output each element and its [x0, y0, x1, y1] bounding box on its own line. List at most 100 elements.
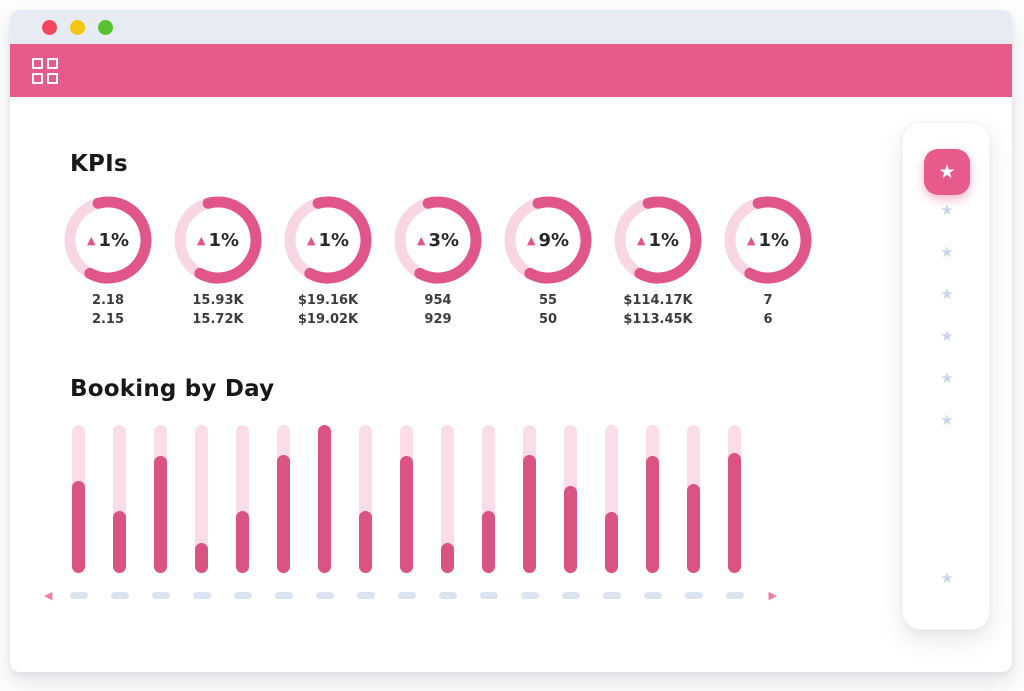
bar-column[interactable]: [632, 425, 673, 573]
bar-track: [605, 425, 618, 573]
traffic-light-minimize[interactable]: [70, 19, 85, 35]
traffic-light-close[interactable]: [42, 19, 57, 35]
bar-column[interactable]: [386, 425, 427, 573]
bar-fill: [195, 543, 208, 573]
bar-track: [523, 425, 536, 573]
window-titlebar: [10, 10, 1012, 44]
bar-column[interactable]: [550, 425, 591, 573]
bar-fill: [646, 456, 659, 573]
kpi-previous-value: 15.72K: [192, 311, 244, 327]
axis-tick-placeholder: [479, 591, 498, 599]
bar-fill: [318, 425, 331, 573]
kpi-donut: ▲ 9%: [504, 196, 592, 284]
bar-column[interactable]: [263, 425, 304, 573]
kpi-donut: ▲ 1%: [724, 196, 812, 284]
kpi-gauge[interactable]: ▲ 1% $19.16K $19.02K: [273, 196, 383, 330]
delta-up-triangle-icon: ▲: [306, 233, 316, 247]
axis-tick-placeholder: [684, 591, 703, 599]
sidebar-item-star[interactable]: ★: [940, 243, 954, 261]
kpi-current-value: 954: [424, 293, 452, 308]
kpi-previous-value: 6: [763, 311, 773, 327]
bar-column[interactable]: [181, 425, 222, 573]
delta-up-triangle-icon: ▲: [86, 233, 96, 247]
chart-prev-arrow[interactable]: ◀: [44, 588, 53, 602]
kpi-donut: ▲ 1%: [64, 196, 152, 284]
kpi-previous-value: 929: [424, 311, 452, 327]
axis-tick-placeholder: [151, 591, 170, 599]
axis-tick-placeholder: [520, 591, 539, 599]
axis-tick-placeholder: [356, 591, 375, 599]
bar-fill: [728, 453, 741, 573]
sidebar-item-star[interactable]: ★: [940, 411, 954, 429]
bar-column[interactable]: [304, 425, 345, 573]
app-header: [10, 44, 1012, 97]
bar-fill: [523, 455, 536, 573]
traffic-light-maximize[interactable]: [98, 19, 113, 35]
kpi-current-value: 7: [763, 293, 773, 308]
bar-column[interactable]: [58, 425, 99, 573]
sidebar-item-star[interactable]: ★: [940, 201, 954, 219]
kpi-delta-percent: 3%: [428, 229, 460, 251]
kpi-delta-percent: 1%: [98, 229, 130, 251]
kpi-delta-percent: 9%: [538, 229, 570, 251]
sidebar-item-star[interactable]: ★: [940, 285, 954, 303]
sidebar-item-star-bottom[interactable]: ★: [940, 569, 954, 587]
bar-column[interactable]: [345, 425, 386, 573]
kpi-delta-percent: 1%: [318, 229, 350, 251]
bar-column[interactable]: [222, 425, 263, 573]
bar-track: [687, 425, 700, 573]
bar-series: [58, 425, 755, 573]
bar-track: [195, 425, 208, 573]
axis-tick-placeholder: [110, 591, 129, 599]
bar-track: [646, 425, 659, 573]
bar-track: [236, 425, 249, 573]
kpi-donut: ▲ 1%: [174, 196, 262, 284]
bar-fill: [400, 456, 413, 573]
kpi-gauge[interactable]: ▲ 1% $114.17K $113.45K: [603, 196, 713, 330]
bar-track: [154, 425, 167, 573]
sidebar-item-star[interactable]: ★: [940, 327, 954, 345]
donut-ring: [174, 196, 262, 284]
delta-up-triangle-icon: ▲: [196, 233, 206, 247]
kpi-delta-percent: 1%: [648, 229, 680, 251]
kpi-current-value: 55: [538, 293, 558, 308]
bar-track: [441, 425, 454, 573]
kpi-current-value: 2.18: [91, 293, 125, 308]
axis-tick-placeholder: [397, 591, 416, 599]
axis-tick-placeholder: [438, 591, 457, 599]
sidebar-item-active-star[interactable]: ★: [924, 149, 970, 195]
bar-track: [564, 425, 577, 573]
bar-column[interactable]: [509, 425, 550, 573]
bar-column[interactable]: [140, 425, 181, 573]
kpi-previous-value: 50: [538, 311, 558, 327]
bar-column[interactable]: [714, 425, 755, 573]
bar-track: [318, 425, 331, 573]
bar-fill: [236, 511, 249, 573]
bar-column[interactable]: [673, 425, 714, 573]
bar-column[interactable]: [99, 425, 140, 573]
bar-track: [72, 425, 85, 573]
axis-tick-placeholder: [192, 591, 211, 599]
bar-track: [359, 425, 372, 573]
kpi-gauge[interactable]: ▲ 1% 2.18 2.15: [53, 196, 163, 330]
kpi-current-value: $19.16K: [297, 293, 359, 308]
kpi-previous-value: 2.15: [91, 311, 125, 327]
bar-track: [400, 425, 413, 573]
bar-column[interactable]: [427, 425, 468, 573]
bar-fill: [482, 511, 495, 573]
bar-track: [728, 425, 741, 573]
grid-menu-icon[interactable]: [32, 57, 58, 84]
sidebar-item-star[interactable]: ★: [940, 369, 954, 387]
chart-next-arrow[interactable]: ▶: [768, 588, 777, 602]
kpi-gauge[interactable]: ▲ 3% 954 929: [383, 196, 493, 330]
donut-ring: [504, 196, 592, 284]
bar-column[interactable]: [591, 425, 632, 573]
bar-column[interactable]: [468, 425, 509, 573]
kpi-gauge[interactable]: ▲ 1% 7 6: [713, 196, 823, 330]
axis-tick-placeholder: [274, 591, 293, 599]
kpi-gauge[interactable]: ▲ 1% 15.93K 15.72K: [163, 196, 273, 330]
browser-window: KPIs ▲ 1% 2.18 2.15 ▲ 1% 15.93K 15.72K ▲ 1% $19.16…: [10, 10, 1012, 672]
kpi-donut: ▲ 1%: [284, 196, 372, 284]
kpi-gauge[interactable]: ▲ 9% 55 50: [493, 196, 603, 330]
